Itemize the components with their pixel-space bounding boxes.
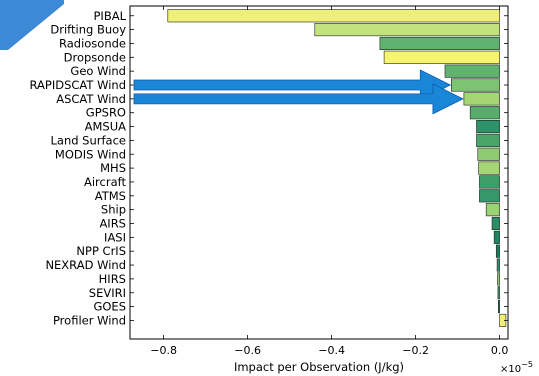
- category-label: Land Surface: [50, 133, 126, 147]
- x-tick-label: 0.0: [491, 344, 509, 357]
- category-label: Ship: [101, 203, 126, 217]
- bar-radiosonde: [379, 36, 500, 51]
- x-tick-label: −0.4: [318, 344, 345, 357]
- category-label: Profiler Wind: [53, 313, 126, 327]
- x-axis-label: Impact per Observation (J/kg): [234, 360, 404, 374]
- bar-geo-wind: [444, 64, 500, 78]
- bar-nexrad-wind: [496, 258, 500, 272]
- x-tick-label: −0.6: [234, 344, 261, 357]
- x-tick-label: −0.2: [402, 344, 429, 357]
- bar-pibal: [167, 9, 500, 23]
- category-label: RAPIDSCAT Wind: [30, 78, 126, 92]
- category-label: NPP CrIS: [76, 244, 126, 258]
- bars-group: [167, 9, 507, 328]
- bar-amsua: [476, 120, 500, 134]
- corner-accent-shape: [0, 0, 64, 50]
- bar-mhs: [478, 161, 500, 175]
- category-label: MHS: [100, 161, 126, 175]
- category-label: Radiosonde: [59, 36, 126, 50]
- category-label: PIBAL: [94, 9, 127, 23]
- category-label: Geo Wind: [70, 64, 126, 78]
- category-label: HIRS: [99, 272, 126, 286]
- x-axis-multiplier: ×10−5: [500, 360, 533, 375]
- x-ticks: −0.8 −0.6 −0.4 −0.2 0.0: [150, 6, 508, 357]
- category-label: AMSUA: [85, 120, 127, 134]
- bar-seviri: [497, 286, 500, 300]
- category-label: Aircraft: [84, 175, 126, 189]
- bar-npp-cris: [495, 244, 500, 258]
- bar-gpsro: [469, 106, 500, 120]
- category-label: AIRS: [99, 217, 126, 231]
- highlight-arrows: [133, 69, 464, 115]
- bar-iasi: [493, 230, 500, 244]
- bar-drifting-buoy: [314, 23, 500, 37]
- category-label: ASCAT Wind: [56, 92, 126, 106]
- category-label: IASI: [104, 230, 126, 244]
- bar-goes: [498, 300, 500, 314]
- highlight-arrow-icon: [133, 83, 464, 115]
- bar-rapidscat-wind: [450, 78, 500, 92]
- x-axis-multiplier-exponent: −5: [521, 360, 533, 369]
- category-label: ATMS: [95, 189, 126, 203]
- category-label: GOES: [93, 300, 126, 314]
- x-tick-label: −0.8: [150, 344, 177, 357]
- bar-land-surface: [476, 133, 500, 147]
- category-label: Drifting Buoy: [50, 23, 126, 37]
- bar-airs: [491, 216, 500, 231]
- bar-dropsonde: [383, 50, 500, 64]
- x-axis-multiplier-base: ×10: [500, 364, 521, 375]
- category-label: NEXRAD Wind: [45, 258, 126, 272]
- bar-aircraft: [479, 175, 500, 189]
- bar-ascat-wind: [463, 92, 500, 106]
- bar-hirs: [497, 272, 500, 286]
- corner-accent: [0, 0, 64, 50]
- plot-frame: [129, 5, 509, 340]
- bar-ship: [485, 203, 500, 217]
- category-label: GPSRO: [86, 106, 126, 120]
- category-label: SEVIRI: [89, 286, 126, 300]
- category-label: MODIS Wind: [55, 147, 126, 161]
- bar-atms: [479, 189, 500, 203]
- category-label: Dropsonde: [64, 50, 126, 64]
- bar-modis-wind: [477, 147, 500, 161]
